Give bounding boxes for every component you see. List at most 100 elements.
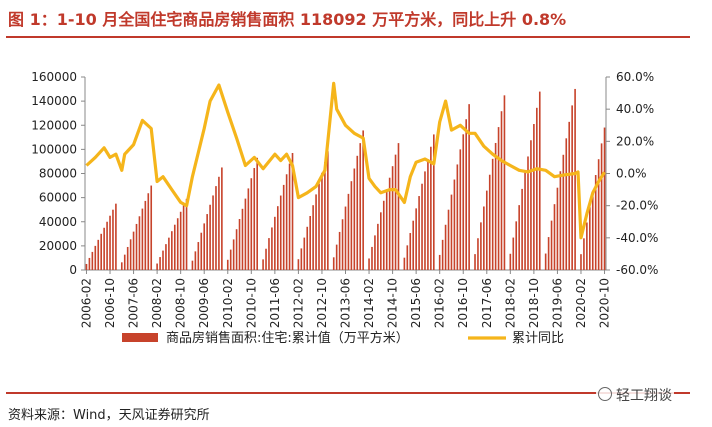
data-bar [432,134,435,270]
data-bar [356,155,359,270]
data-bar [603,127,606,271]
data-bar [147,193,150,270]
data-bar [500,111,503,270]
x-tick-label: 2019-06 [550,278,564,328]
data-bar [91,251,94,270]
data-bar [565,138,568,270]
data-bar [518,205,520,270]
data-bar [536,107,538,270]
data-bar [368,258,370,270]
x-tick-label: 2012-02 [291,278,305,328]
y-left-tick-label: 20000 [39,239,77,253]
data-bar [403,257,406,270]
data-bar [297,259,300,270]
legend-line-label: 累计同比 [512,331,564,346]
data-bar [371,246,373,270]
data-bar [232,239,235,270]
data-bar [218,176,220,270]
footer-rule [6,392,690,394]
data-bar [135,223,138,270]
data-bar [512,237,515,270]
data-bar [271,227,273,270]
line-series-yoy [85,81,606,240]
data-bar [282,184,285,270]
data-bar [394,154,397,270]
data-bar [524,172,526,270]
data-bar [494,142,497,270]
data-bar [527,156,529,270]
data-bar [589,206,591,270]
data-bar [553,204,556,270]
data-bar [459,149,462,270]
data-bar [344,206,347,270]
x-tick-label: 2016-10 [456,278,470,328]
x-tick-label: 2020-10 [598,278,612,328]
data-bar [424,171,426,270]
data-bar [247,188,250,270]
data-bar [144,200,147,270]
data-bar [206,214,208,270]
legend-bar-swatch [122,333,158,342]
data-bar [235,229,238,270]
chart-title: 图 1：1-10 月全国住宅商品房销售面积 118092 万平方米，同比上升 0… [8,10,567,29]
data-bar [556,187,559,270]
data-bar [138,216,141,270]
data-bar [580,254,582,270]
data-bar [285,174,288,270]
data-bar [244,198,247,270]
data-bar [300,248,303,270]
data-bar [100,233,102,270]
data-bar [562,154,565,270]
data-bar [215,186,217,270]
title-rule [6,36,690,38]
data-bar [315,194,317,270]
data-bar [341,219,344,270]
data-bar [374,235,376,270]
data-bar [103,227,105,270]
x-tick-label: 2011-06 [268,278,282,328]
data-bar [385,189,388,270]
data-bar [377,223,379,270]
watermark: 轻工翔谈 [596,385,674,405]
data-bar [109,215,111,270]
data-bar [477,238,479,270]
data-bar [380,212,382,270]
data-bar [288,163,291,270]
x-tick-label: 2008-10 [174,278,188,328]
data-bar [515,221,518,270]
data-bar [421,183,423,270]
y-right-tick-label: -60.0% [616,263,658,277]
data-bar [291,152,294,270]
data-bar [303,237,306,270]
chart: 0 20000 40000 60000 80000 100000 120000 140000 1… [31,70,658,346]
x-tick-label: 2014-02 [362,278,376,328]
data-bar [212,195,214,270]
data-bar [568,121,571,270]
x-tick-label: 2013-06 [339,278,353,328]
data-bar [112,209,114,270]
data-bar [88,257,91,270]
x-tick-label: 2009-06 [197,278,211,328]
data-bar [229,249,232,270]
data-bar [306,226,309,270]
data-bar [94,245,97,270]
x-tick-label: 2008-02 [150,278,164,328]
x-tick-label: 2016-02 [433,278,447,328]
data-bar [256,157,259,270]
data-bar [485,190,488,270]
y-right-tick-label: 0.0% [616,167,647,181]
data-bar [171,231,173,270]
data-bar [132,231,135,270]
legend-bar-label: 商品房销售面积:住宅:累计值（万平方米） [166,330,409,346]
data-bar [359,143,362,270]
data-bar [312,205,314,270]
data-bar [191,260,194,270]
x-tick-label: 2010-10 [244,278,258,328]
data-bar [309,215,311,270]
source-note: 资料来源：Wind，天风证券研究所 [8,408,210,423]
data-bar [397,143,400,270]
data-bar [450,194,453,270]
data-bar [226,259,229,270]
data-bar [123,254,126,270]
data-bar [521,188,523,270]
